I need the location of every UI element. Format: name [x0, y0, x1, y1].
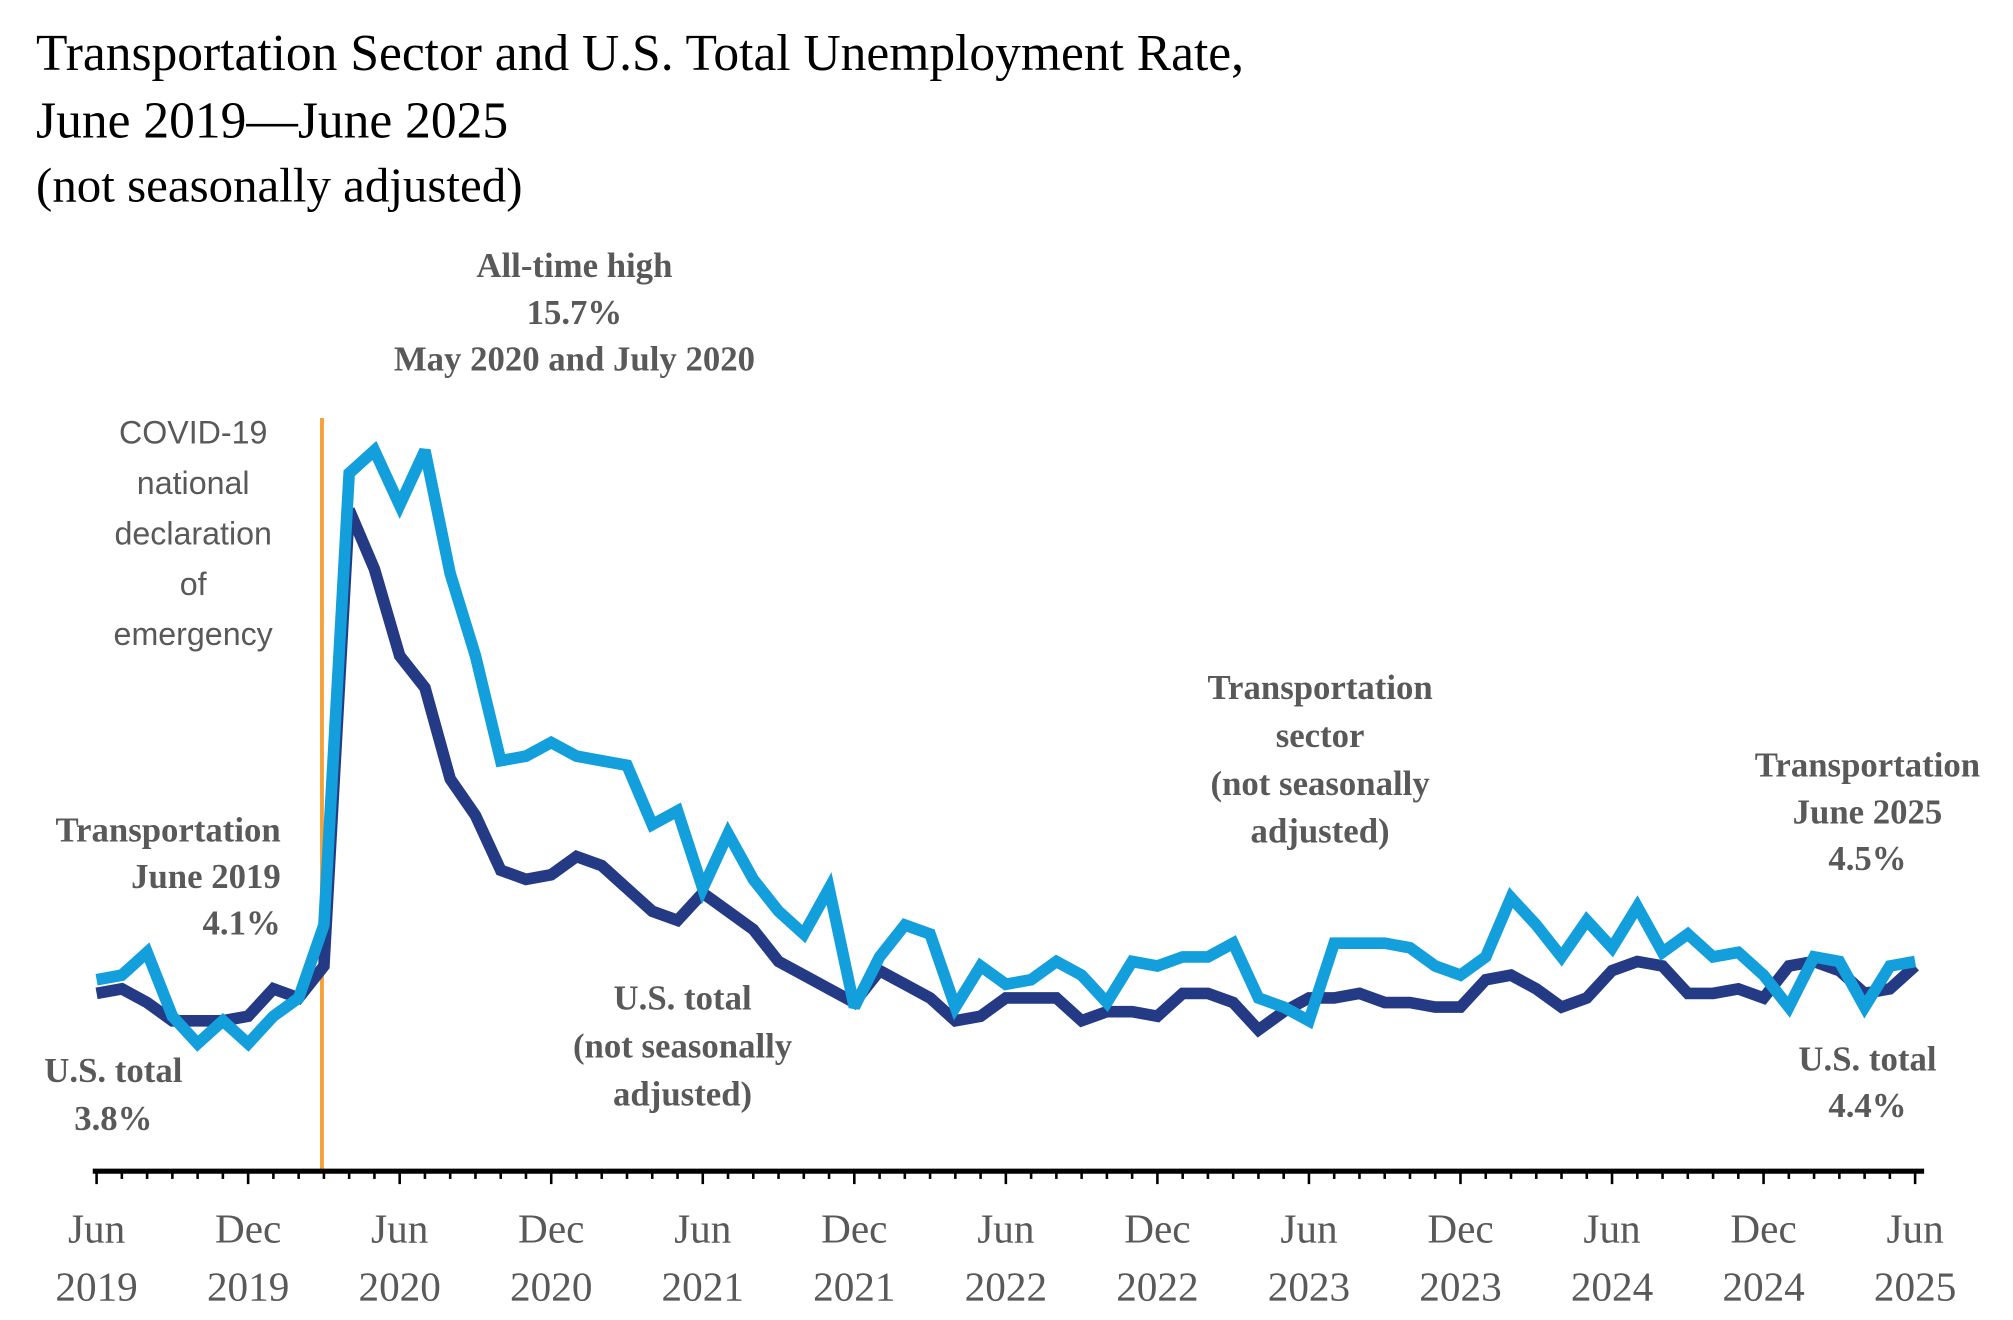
- annotation: sector: [1276, 716, 1365, 755]
- annotation: COVID-19: [119, 414, 267, 450]
- annotation: Transportation: [55, 810, 280, 849]
- annotation: declaration: [114, 515, 271, 551]
- x-tick-label: Dec 2020: [510, 1206, 592, 1310]
- annotation: of: [180, 566, 208, 602]
- annotation: 4.5%: [1828, 839, 1906, 878]
- annotation: adjusted): [613, 1074, 752, 1113]
- x-tick-label: Jun 2023: [1268, 1206, 1350, 1310]
- x-tick-label: Jun 2025: [1874, 1206, 1956, 1310]
- annotation: adjusted): [1251, 812, 1390, 851]
- annotation: June 2019: [131, 857, 281, 896]
- annotation: 4.4%: [1828, 1086, 1906, 1125]
- annotation: All-time high: [476, 246, 672, 285]
- annotation: June 2025: [1793, 792, 1943, 831]
- x-tick-label: Jun 2024: [1571, 1206, 1653, 1310]
- series-line: [95, 440, 1917, 1052]
- annotation: 4.1%: [203, 904, 281, 943]
- annotation: (not seasonally: [573, 1026, 793, 1065]
- annotation: May 2020 and July 2020: [394, 339, 755, 378]
- x-tick-label: Jun 2021: [662, 1206, 744, 1310]
- x-tick-label: Jun 2022: [965, 1206, 1047, 1310]
- x-tick-label: Jun 2020: [358, 1206, 440, 1310]
- x-tick-label: Dec 2022: [1116, 1206, 1198, 1310]
- annotation: U.S. total: [1798, 1039, 1936, 1078]
- series-line: [95, 507, 1919, 1038]
- x-tick-label: Dec 2019: [207, 1206, 289, 1310]
- chart-subtitle: (not seasonally adjusted): [36, 157, 522, 212]
- annotation: Transportation: [1207, 668, 1432, 707]
- x-tick-label: Dec 2024: [1722, 1206, 1804, 1310]
- chart-title: Transportation Sector and U.S. Total Une…: [36, 25, 1244, 82]
- x-tick-label: Jun 2019: [55, 1206, 137, 1310]
- annotation: Transportation: [1755, 746, 1980, 785]
- chart-title: June 2019—June 2025: [36, 92, 508, 149]
- annotation: U.S. total: [44, 1051, 182, 1090]
- annotation: 15.7%: [527, 293, 623, 332]
- annotation: national: [137, 465, 250, 501]
- annotation: 3.8%: [74, 1099, 152, 1138]
- annotation: U.S. total: [614, 979, 752, 1018]
- annotation: (not seasonally: [1211, 764, 1431, 803]
- x-tick-label: Dec 2023: [1419, 1206, 1501, 1310]
- x-tick-label: Dec 2021: [813, 1206, 895, 1310]
- annotation: emergency: [114, 616, 274, 652]
